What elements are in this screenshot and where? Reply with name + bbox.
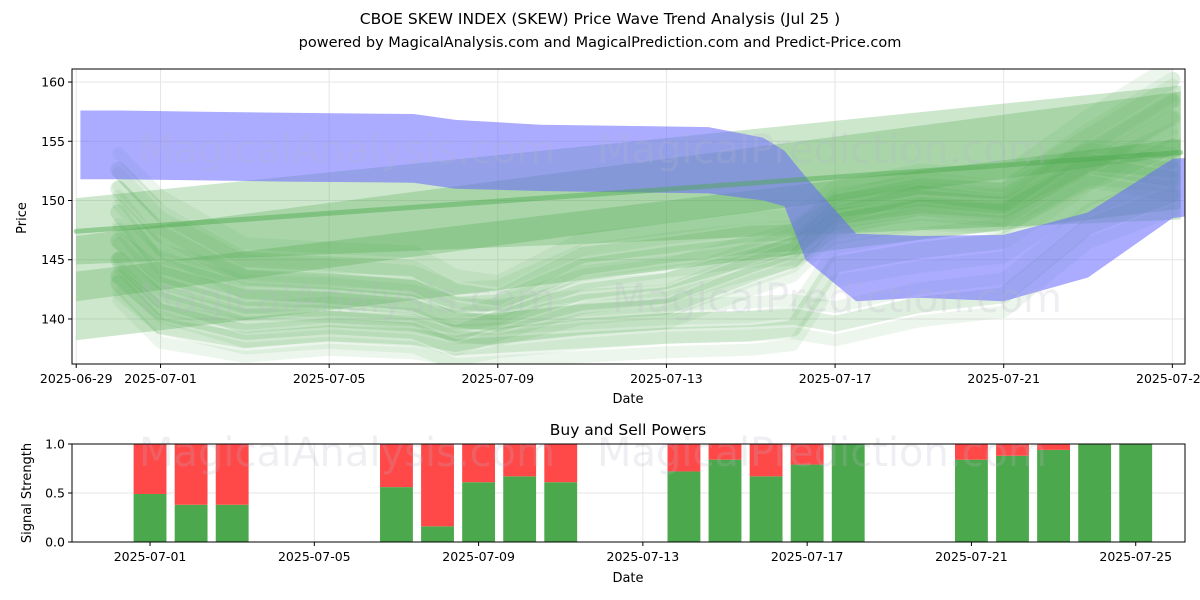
sell-bar (749, 444, 783, 477)
watermark-text: MagicalPrediction.com (612, 276, 1062, 322)
buy-bar (790, 464, 824, 542)
wave-series-line (110, 93, 1181, 313)
x-tick-label: 2025-07-05 (278, 549, 351, 564)
y-tick-label: 160 (41, 75, 65, 90)
bar-axes: 2025-07-01 2025-07-05 2025-07-09 2025-07-13… (45, 437, 1186, 564)
price-band (80, 110, 1185, 302)
wave-series-line (110, 157, 1181, 332)
buy-bar (749, 476, 783, 542)
wave-series-line (110, 186, 1181, 352)
wave-series-line (110, 109, 1181, 330)
buy-bar (215, 504, 249, 542)
buy-bar (1078, 444, 1112, 542)
sell-bar (503, 444, 537, 477)
wave-series-line (112, 111, 1179, 328)
price-plot-area (73, 69, 1185, 364)
wave-series-line (112, 142, 1179, 314)
buy-bar (1037, 449, 1071, 542)
chart-title: CBOE SKEW INDEX (SKEW) Price Wave Trend … (360, 10, 840, 28)
buy-bar (667, 471, 701, 542)
wave-series-line (112, 123, 1179, 337)
wave-series-line (112, 69, 1175, 288)
buy-bar (955, 459, 988, 542)
sell-bar (215, 444, 249, 505)
sell-bar (996, 444, 1029, 456)
sell-bar (708, 444, 742, 460)
x-tick-label: 2025-07-13 (630, 371, 703, 386)
buy-bar (831, 444, 865, 542)
buy-bar (174, 504, 208, 542)
sell-bar (462, 444, 496, 483)
sell-bar (1037, 444, 1071, 450)
sell-bar (421, 444, 454, 527)
x-tick-label: 2025-07-01 (114, 549, 187, 564)
x-tick-label: 2025-07-21 (935, 549, 1008, 564)
wave-series-line (110, 154, 1181, 342)
x-tick-label: 2025-07-13 (607, 549, 680, 564)
price-y-axis-label: Price (15, 202, 30, 234)
bar-x-axis-label: Date (612, 571, 643, 586)
y-tick-label: 145 (41, 252, 65, 267)
watermark-text: MagicalAnalysis.com (139, 127, 555, 173)
bar-watermarks: MagicalAnalysis.com MagicalPrediction.co… (139, 430, 1047, 476)
x-tick-label: 2025-07-21 (967, 371, 1040, 386)
buy-bar (462, 482, 496, 542)
buy-bar (544, 482, 578, 542)
price-plot-frame (71, 68, 1186, 365)
watermark-text: MagicalPrediction.com (597, 430, 1047, 476)
buy-bar (503, 476, 537, 542)
price-axes: 2025-06-29 2025-07-01 2025-07-05 2025-07-09… (40, 68, 1200, 386)
buy-bar (380, 487, 413, 542)
wave-series-line (112, 205, 1179, 364)
sell-bar (133, 444, 167, 494)
wave-series-line (112, 95, 1179, 311)
x-tick-label: 2025-07-05 (293, 371, 366, 386)
wave-series-line (112, 128, 1179, 344)
y-tick-label: 0.5 (45, 486, 65, 501)
y-tick-label: 1.0 (45, 437, 65, 452)
wave-series-line (110, 71, 1181, 306)
sell-bar (790, 444, 824, 465)
watermark-text: MagicalAnalysis.com (139, 276, 555, 322)
x-tick-label: 2025-07-09 (461, 371, 534, 386)
price-watermarks: MagicalAnalysis.com MagicalPrediction.co… (139, 127, 1062, 322)
price-x-axis-label: Date (612, 392, 643, 407)
x-tick-label: 2025-07-25 (1136, 371, 1200, 386)
buy-bar (708, 459, 742, 542)
buy-bar (133, 493, 167, 542)
buy-bar (1119, 444, 1153, 542)
x-tick-label: 2025-07-09 (442, 549, 515, 564)
sell-bar (380, 444, 413, 488)
trend-band (76, 91, 1181, 302)
y-tick-label: 140 (41, 311, 65, 326)
bar-chart-title: Buy and Sell Powers (550, 421, 707, 439)
chart-subtitle: powered by MagicalAnalysis.com and Magic… (299, 35, 902, 51)
buy-bar (996, 455, 1029, 542)
wave-series-line (112, 90, 1179, 321)
watermark-text: MagicalAnalysis.com (139, 430, 555, 476)
trend-center-line (73, 150, 1184, 234)
bar-plot-area (133, 444, 1153, 542)
x-tick-label: 2025-07-25 (1099, 549, 1172, 564)
sell-bar (174, 444, 208, 505)
sell-bar (544, 444, 578, 483)
y-tick-label: 155 (41, 134, 65, 149)
buy-bar (421, 526, 454, 542)
x-tick-label: 2025-07-17 (799, 371, 872, 386)
wave-series-line (112, 78, 1179, 295)
watermark-text: MagicalPrediction.com (597, 127, 1047, 173)
sell-bar (955, 444, 988, 460)
x-tick-label: 2025-07-01 (124, 371, 197, 386)
wave-series-line (112, 140, 1179, 323)
sell-bar (667, 444, 701, 472)
x-tick-label: 2025-06-29 (40, 371, 113, 386)
x-tick-label: 2025-07-17 (771, 549, 844, 564)
y-tick-label: 0.0 (45, 535, 65, 550)
bar-y-axis-label: Signal Strength (20, 443, 35, 543)
wave-series-line (112, 173, 1179, 356)
wave-series-line (112, 175, 1179, 347)
trend-band (76, 138, 1181, 341)
y-tick-label: 150 (41, 193, 65, 208)
